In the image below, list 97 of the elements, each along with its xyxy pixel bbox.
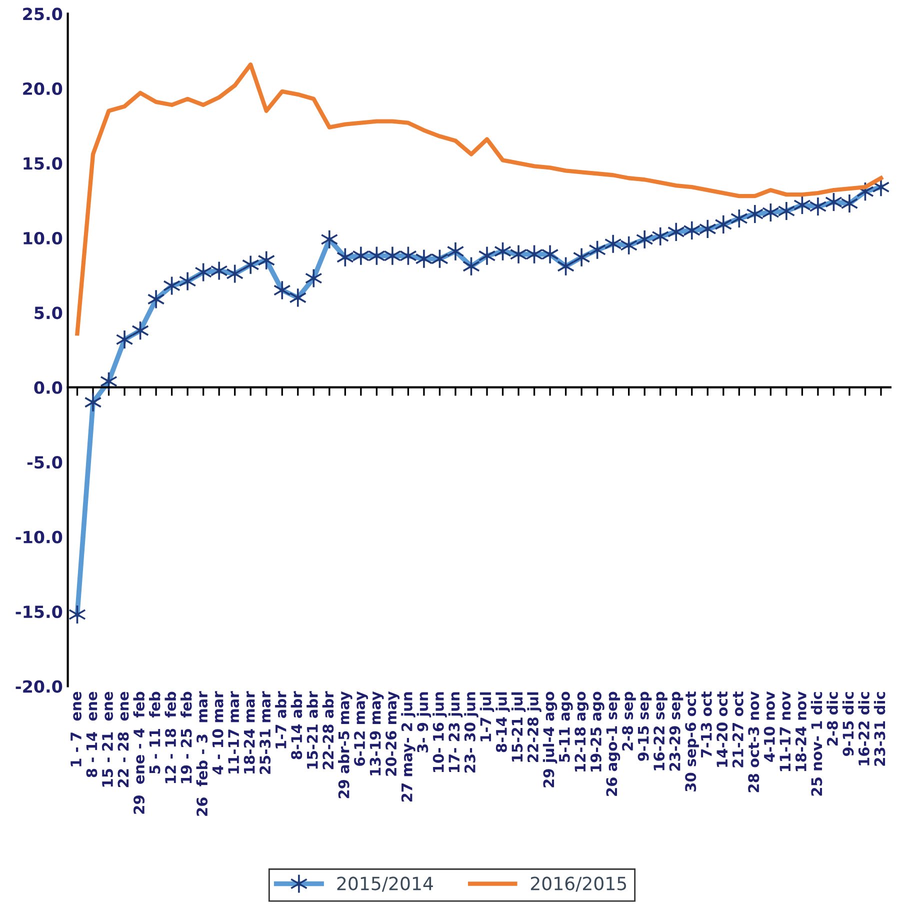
- point: [541, 244, 559, 264]
- x-tick-label: 16-22 sep: [654, 692, 668, 770]
- point: [652, 226, 670, 246]
- x-tick-label: 5-11 ago: [559, 692, 573, 762]
- x-tick-label: 25-31 mar: [260, 691, 271, 774]
- point: [510, 244, 528, 264]
- point: [778, 201, 796, 221]
- y-tick-label: 15.0: [24, 157, 62, 170]
- x-tick-label: 12 - 18 feb: [164, 692, 176, 784]
- x-tick-label: 23- 30 jun: [464, 692, 478, 773]
- x-tick-label: 28 oct-3 nov: [748, 691, 760, 792]
- point: [714, 214, 732, 234]
- x-tick-label: 3- 9 jun: [416, 692, 432, 752]
- line-series: [75, 62, 884, 336]
- y-tick-label: -20.0: [16, 680, 62, 693]
- x-tick-label: 15-21 jul: [511, 692, 526, 762]
- point: [178, 271, 196, 292]
- legend-label: 2015/2014: [337, 876, 433, 892]
- x-tick-label: 16-22 dic: [858, 692, 870, 766]
- point: [446, 241, 464, 262]
- point: [320, 229, 338, 250]
- x-tick-label: 10- 16 jun: [432, 692, 447, 772]
- x-tick-label: 1-7 jul: [480, 692, 494, 742]
- x-tick-label: 26 feb - 3 mar: [196, 691, 208, 816]
- point: [667, 222, 685, 242]
- point: [258, 250, 276, 270]
- x-tick-label: 23-31 dic: [874, 692, 886, 766]
- x-tick-label: 19 - 25 feb: [180, 692, 192, 784]
- point: [683, 220, 701, 240]
- x-tick-label: 7-13 oct: [700, 691, 712, 758]
- point: [84, 392, 102, 412]
- x-tick-label: 22 - 28 ene: [118, 692, 129, 788]
- point: [242, 254, 260, 275]
- x-tick-label: 14-20 oct: [716, 691, 728, 767]
- point: [572, 247, 590, 268]
- x-tick-label: 29 ene - 4 feb: [133, 692, 145, 814]
- point: [210, 260, 228, 281]
- x-tick-label: 22-28 abr: [322, 691, 334, 770]
- y-tick-label: 20.0: [23, 82, 62, 96]
- x-tick-label: 30 sep-6 oct: [685, 691, 699, 792]
- x-tick-label: 2-8 sep: [622, 692, 636, 750]
- x-tick-label: 29 abr-5 may: [338, 691, 352, 798]
- point: [304, 268, 322, 288]
- point: [698, 219, 716, 239]
- x-tick-label: 21-27 oct: [732, 691, 744, 768]
- point: [415, 248, 433, 269]
- point: [116, 330, 134, 350]
- x-tick-label: 20-26 may: [386, 691, 400, 776]
- y-tick-label: -5.0: [27, 456, 62, 469]
- x-tick-label: 6-12 may: [354, 691, 368, 766]
- x-tick-label: 22-28 jul: [527, 692, 542, 762]
- x-tick-label: 8-14 abr: [290, 691, 302, 760]
- x-tick-label: 1-7 abr: [275, 691, 286, 748]
- x-tick-label: 2-8 dic: [826, 692, 838, 746]
- point: [636, 229, 654, 250]
- x-tick-label: 15 - 21 ene: [102, 692, 114, 787]
- y-tick-label: 0.0: [34, 381, 62, 394]
- legend-label: 2016/2015: [530, 876, 626, 892]
- point: [746, 204, 764, 224]
- point: [840, 194, 858, 214]
- x-tick-label: 12-18 ago: [574, 692, 589, 772]
- point: [604, 234, 622, 254]
- x-tick-label: 15-21 abr: [306, 691, 318, 769]
- point: [730, 208, 748, 228]
- point: [147, 289, 165, 310]
- x-tick-label: 1 - 7 ene: [70, 692, 82, 766]
- x-tick-label: 9-15 sep: [638, 692, 652, 761]
- y-tick-label: -15.0: [16, 605, 62, 618]
- point: [384, 246, 402, 266]
- x-tick-label: 26 ago-1 sep: [606, 692, 620, 796]
- x-tick-label: 8-14 jul: [496, 692, 510, 752]
- x-tick-label: 5 - 11 feb: [148, 692, 160, 774]
- point: [478, 246, 496, 266]
- point: [352, 246, 370, 266]
- x-tick-label: 8 - 14 ene: [86, 692, 98, 778]
- y-tick-label: -10.0: [16, 530, 62, 544]
- x-tick-label: 17- 23 jun: [448, 692, 463, 772]
- x-tick-label: 11-17 mar: [228, 691, 240, 774]
- y-tick-label: 5.0: [34, 306, 62, 320]
- x-tick-label: 23-29 sep: [669, 692, 684, 771]
- x-tick-label: 27 may- 2 jun: [401, 692, 416, 802]
- x-tick-label: 25 nov- 1 dic: [810, 692, 822, 796]
- y-tick-label: 25.0: [23, 8, 62, 20]
- x-tick-label: 29 jul-4 ago: [542, 692, 558, 788]
- x-tick-label: 19-25 ago: [590, 692, 604, 772]
- x-tick-label: 13-19 may: [370, 691, 384, 776]
- x-tick-label: 18-24 mar: [244, 691, 255, 774]
- x-tick-label: 4-10 nov: [764, 691, 775, 762]
- x-tick-label: 11-17 nov: [780, 691, 791, 772]
- point: [226, 264, 244, 284]
- point: [289, 288, 307, 308]
- x-tick-label: 18-24 nov: [795, 691, 806, 772]
- point: [273, 280, 291, 300]
- x-tick-label: 4 - 10 mar: [212, 691, 224, 774]
- point: [809, 196, 827, 216]
- x-tick-label: 9-15 dic: [842, 692, 854, 756]
- y-tick-label: 10.0: [24, 232, 62, 244]
